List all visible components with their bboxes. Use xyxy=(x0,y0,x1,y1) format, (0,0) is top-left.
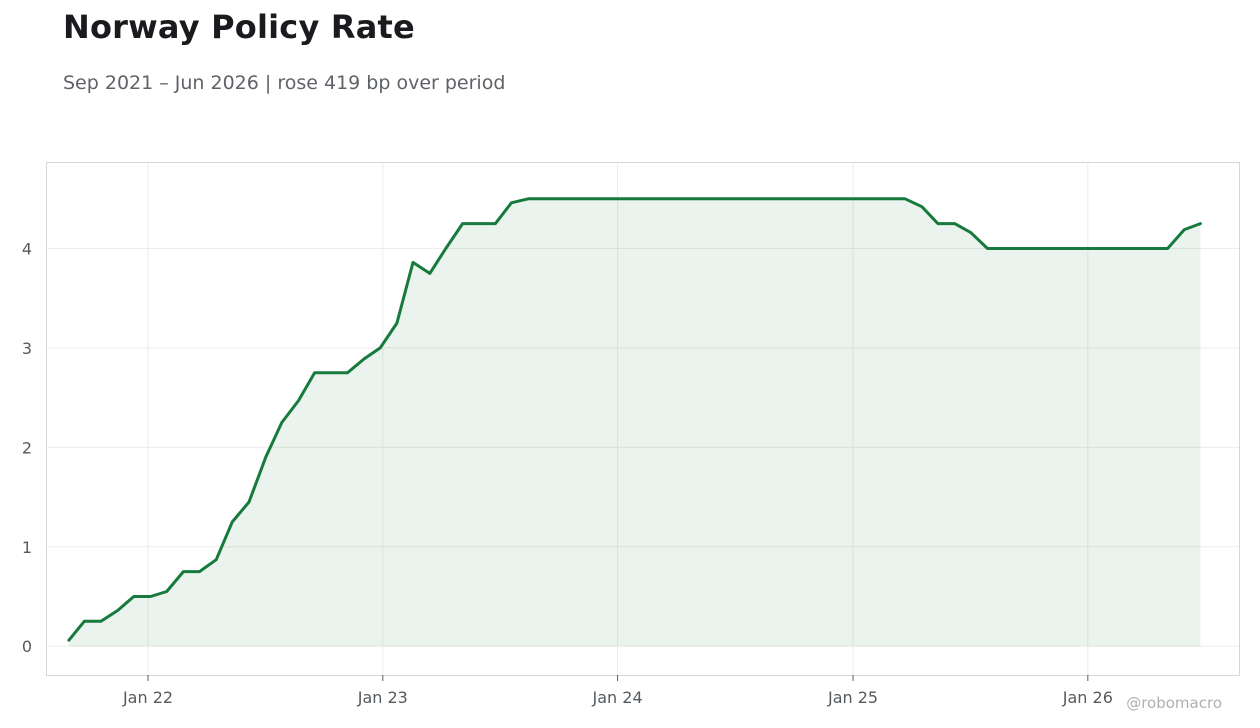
x-tick-label: Jan 25 xyxy=(827,688,878,707)
chart-subtitle: Sep 2021 – Jun 2026 | rose 419 bp over p… xyxy=(63,72,506,94)
series-area xyxy=(68,198,1201,647)
x-tick-label: Jan 26 xyxy=(1062,688,1113,707)
watermark: @robomacro xyxy=(1126,694,1222,712)
y-tick-label: 3 xyxy=(22,339,32,358)
y-tick-label: 4 xyxy=(22,239,32,258)
x-tick-label: Jan 22 xyxy=(122,688,173,707)
series-line xyxy=(67,197,1202,642)
x-tick-label: Jan 23 xyxy=(357,688,408,707)
x-axis: Jan 22 Jan 23 Jan 24 Jan 25 Jan 26 xyxy=(122,675,1113,707)
y-tick-label: 2 xyxy=(22,438,32,457)
plot-frame xyxy=(46,162,1240,676)
chart-title: Norway Policy Rate xyxy=(63,8,415,46)
x-tick-label: Jan 24 xyxy=(592,688,643,707)
y-tick-label: 1 xyxy=(22,538,32,557)
y-tick-label: 0 xyxy=(22,637,32,656)
y-axis: 0 1 2 3 4 xyxy=(22,239,32,656)
